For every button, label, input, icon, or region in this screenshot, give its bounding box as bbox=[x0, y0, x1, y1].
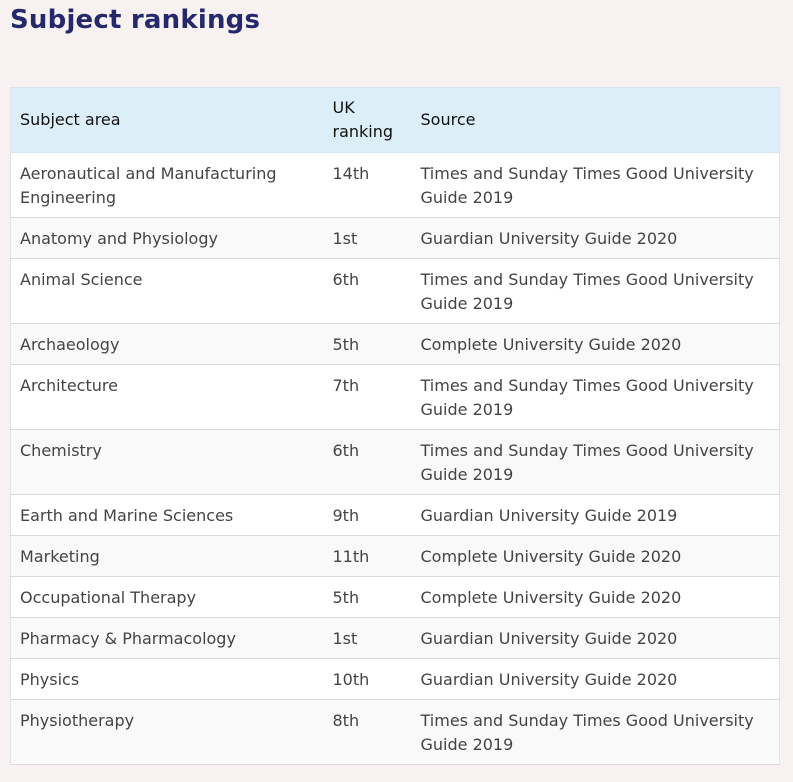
source-cell: Times and Sunday Times Good University G… bbox=[420, 441, 754, 484]
table-row: Chemistry 6th Times and Sunday Times Goo… bbox=[10, 429, 780, 495]
source-cell: Complete University Guide 2020 bbox=[420, 588, 682, 607]
ranking-cell: 6th bbox=[332, 270, 360, 289]
ranking-cell: 8th bbox=[332, 711, 360, 730]
subject-cell: Architecture bbox=[20, 376, 118, 395]
page-title: Subject rankings bbox=[10, 5, 261, 35]
subject-cell: Pharmacy & Pharmacology bbox=[20, 629, 236, 648]
uk-ranking-header: UK ranking bbox=[323, 87, 412, 153]
subject-cell: Marketing bbox=[20, 547, 100, 566]
table-row: Earth and Marine Sciences 9th Guardian U… bbox=[10, 494, 780, 536]
ranking-cell: 11th bbox=[332, 547, 370, 566]
subject-area-header: Subject area bbox=[10, 87, 324, 153]
ranking-cell: 9th bbox=[332, 506, 360, 525]
rankings-table: Subject area UK ranking Source Aeronauti… bbox=[10, 87, 780, 765]
table-row: Animal Science 6th Times and Sunday Time… bbox=[10, 258, 780, 324]
source-cell: Times and Sunday Times Good University G… bbox=[420, 376, 754, 419]
table-row: Pharmacy & Pharmacology 1st Guardian Uni… bbox=[10, 617, 780, 659]
table-row: Physics 10th Guardian University Guide 2… bbox=[10, 658, 780, 700]
source-header: Source bbox=[411, 87, 780, 153]
subject-cell: Aeronautical and Manufacturing Engineeri… bbox=[20, 164, 277, 207]
ranking-cell: 14th bbox=[332, 164, 370, 183]
ranking-cell: 1st bbox=[332, 629, 358, 648]
ranking-cell: 10th bbox=[332, 670, 370, 689]
source-cell: Guardian University Guide 2020 bbox=[420, 229, 678, 248]
subject-cell: Archaeology bbox=[20, 335, 120, 354]
source-cell: Times and Sunday Times Good University G… bbox=[420, 270, 754, 313]
table-row: Anatomy and Physiology 1st Guardian Univ… bbox=[10, 217, 780, 259]
subject-cell: Earth and Marine Sciences bbox=[20, 506, 234, 525]
table-row: Aeronautical and Manufacturing Engineeri… bbox=[10, 152, 780, 218]
ranking-cell: 7th bbox=[332, 376, 360, 395]
subject-cell: Chemistry bbox=[20, 441, 102, 460]
table-header: Subject area UK ranking Source bbox=[10, 87, 780, 153]
source-cell: Guardian University Guide 2020 bbox=[420, 629, 678, 648]
subject-cell: Anatomy and Physiology bbox=[20, 229, 218, 248]
table-body: Aeronautical and Manufacturing Engineeri… bbox=[10, 152, 780, 765]
ranking-cell: 5th bbox=[332, 588, 360, 607]
source-cell: Complete University Guide 2020 bbox=[420, 547, 682, 566]
table-row: Physiotherapy 8th Times and Sunday Times… bbox=[10, 699, 780, 765]
subject-cell: Physics bbox=[20, 670, 80, 689]
ranking-cell: 5th bbox=[332, 335, 360, 354]
table-header-row: Subject area UK ranking Source bbox=[10, 87, 780, 153]
source-cell: Times and Sunday Times Good University G… bbox=[420, 711, 754, 754]
source-cell: Guardian University Guide 2019 bbox=[420, 506, 678, 525]
subject-cell: Animal Science bbox=[20, 270, 143, 289]
source-cell: Guardian University Guide 2020 bbox=[420, 670, 678, 689]
subject-cell: Occupational Therapy bbox=[20, 588, 197, 607]
source-cell: Times and Sunday Times Good University G… bbox=[420, 164, 754, 207]
ranking-cell: 6th bbox=[332, 441, 360, 460]
table-row: Archaeology 5th Complete University Guid… bbox=[10, 323, 780, 365]
ranking-cell: 1st bbox=[332, 229, 358, 248]
table-row: Occupational Therapy 5th Complete Univer… bbox=[10, 576, 780, 618]
subject-cell: Physiotherapy bbox=[20, 711, 135, 730]
rankings-table-container: Subject area UK ranking Source Aeronauti… bbox=[10, 87, 780, 765]
source-cell: Complete University Guide 2020 bbox=[420, 335, 682, 354]
table-row: Architecture 7th Times and Sunday Times … bbox=[10, 364, 780, 430]
table-row: Marketing 11th Complete University Guide… bbox=[10, 535, 780, 577]
